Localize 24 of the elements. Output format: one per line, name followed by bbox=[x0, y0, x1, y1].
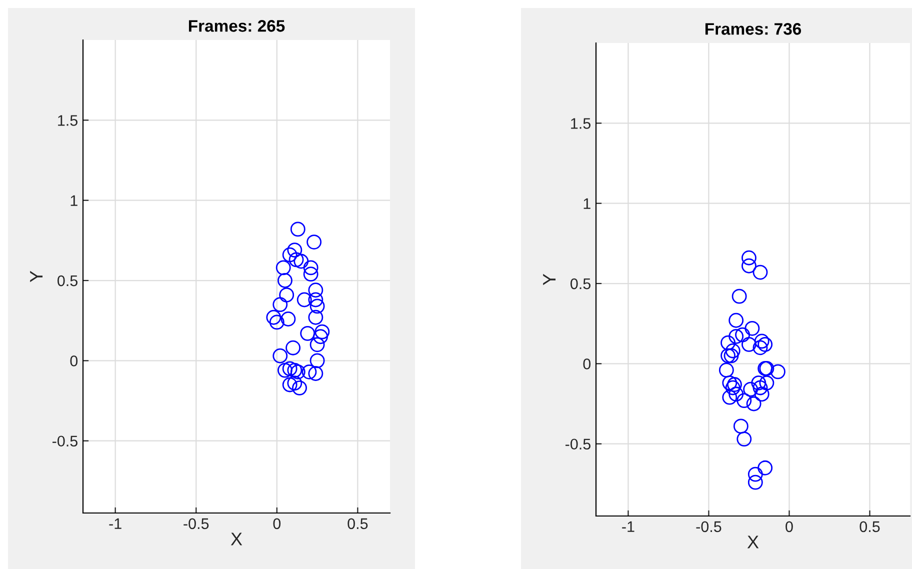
y-tick-label: 1.5 bbox=[58, 115, 78, 126]
y-tick-label: -0.5 bbox=[565, 438, 590, 450]
x-tick-label: -1 bbox=[622, 521, 634, 532]
x-tick-label: -0.5 bbox=[696, 521, 722, 532]
y-tick-label: 0.5 bbox=[58, 275, 78, 286]
y-axis-title: Y bbox=[543, 274, 556, 286]
chart-title: Frames: 265 bbox=[188, 20, 285, 32]
y-tick-label: 1 bbox=[70, 195, 78, 206]
y-tick-label: 0 bbox=[583, 358, 591, 370]
x-tick-label: 0 bbox=[273, 518, 281, 530]
x-tick-label: 0.5 bbox=[348, 518, 368, 530]
y-tick-label: 0.5 bbox=[570, 278, 590, 290]
y-tick-label: 0 bbox=[70, 356, 78, 366]
y-tick-label: 1.5 bbox=[571, 118, 590, 129]
x-tick-label: -1 bbox=[109, 518, 122, 529]
y-axis-title: Y bbox=[30, 270, 43, 282]
x-tick-label: -0.5 bbox=[184, 518, 209, 530]
x-axis-title: X bbox=[747, 536, 759, 548]
x-tick-label: 0 bbox=[786, 521, 793, 532]
x-tick-label: 0.5 bbox=[860, 521, 880, 532]
y-tick-label: -0.5 bbox=[52, 436, 78, 447]
x-axis-title: X bbox=[230, 532, 242, 546]
y-tick-label: 1 bbox=[584, 198, 590, 209]
chart-title: Frames: 736 bbox=[705, 23, 802, 35]
